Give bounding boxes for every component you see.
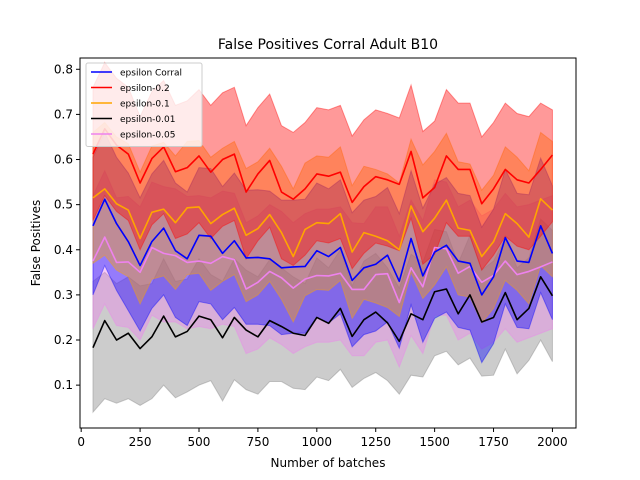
line-epsilon-0-1 (92, 188, 553, 258)
x-tick-label: 500 (188, 435, 211, 449)
line-epsilon-0-01 (92, 276, 554, 350)
y-tick-label: 0.7 (54, 107, 73, 121)
y-tick-label: 0.5 (54, 198, 73, 212)
y-axis-label: False Positives (29, 200, 43, 286)
legend-label-epsilon-0-1: epsilon-0.1 (120, 100, 170, 110)
x-tick-label: 1500 (419, 435, 450, 449)
x-tick-label: 1000 (302, 435, 333, 449)
y-tick-label: 0.4 (54, 243, 73, 257)
series-lines (92, 128, 554, 350)
legend-label-epsilon-0-01: epsilon-0.01 (120, 115, 175, 125)
y-tick-label: 0.3 (54, 288, 73, 302)
legend: epsilon Corral epsilon-0.2 epsilon-0.1 epsi… (85, 62, 203, 147)
x-tick-label: 1250 (360, 435, 391, 449)
chart-title: False Positives Corral Adult B10 (218, 37, 438, 53)
plot-area-frame (79, 57, 577, 429)
y-tick-label: 0.6 (54, 153, 73, 167)
x-tick-label: 2000 (537, 435, 568, 449)
y-axis-ticks: 0.1 0.2 0.3 0.4 0.5 0.6 0.7 0.8 (54, 62, 80, 392)
x-tick-label: 0 (77, 435, 85, 449)
x-tick-label: 750 (246, 435, 269, 449)
x-axis-label: Number of batches (271, 456, 386, 470)
legend-box (85, 62, 203, 147)
legend-label-epsilon-0-05: epsilon-0.05 (120, 131, 175, 141)
x-tick-label: 250 (129, 435, 152, 449)
line-epsilon-0-05 (92, 236, 553, 304)
band-epsilon-0-01 (92, 218, 553, 414)
line-epsilon-corral (92, 198, 554, 296)
line-epsilon-0-2 (92, 128, 554, 205)
band-epsilon-corral (92, 131, 553, 364)
x-tick-label: 1750 (478, 435, 509, 449)
legend-label-epsilon-corral: epsilon Corral (120, 69, 182, 79)
y-tick-label: 0.8 (54, 62, 73, 76)
legend-label-epsilon-0-2: epsilon-0.2 (120, 84, 170, 94)
y-tick-label: 0.1 (54, 378, 73, 392)
y-tick-label: 0.2 (54, 333, 73, 347)
x-axis-ticks: 0 250 500 750 1000 1250 1500 1750 2000 (77, 428, 568, 449)
